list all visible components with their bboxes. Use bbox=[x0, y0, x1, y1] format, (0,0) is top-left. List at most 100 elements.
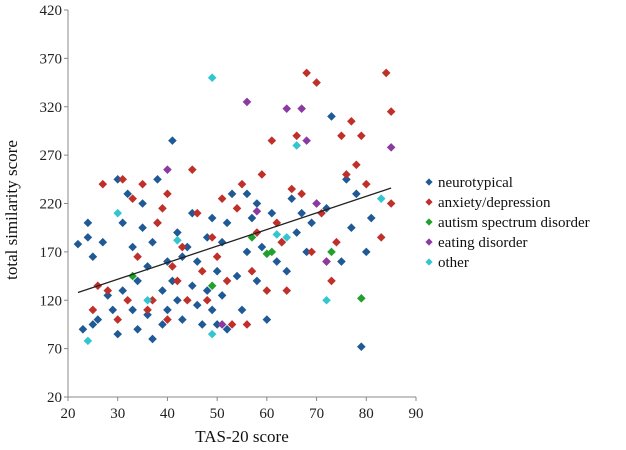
data-point-neurotypical bbox=[222, 218, 232, 228]
data-point-anxiety-depression bbox=[153, 218, 162, 228]
x-ticks: 20 30 40 50 60 70 80 90 bbox=[61, 397, 424, 422]
data-point-anxiety-depression bbox=[187, 165, 197, 174]
data-point-anxiety-depression bbox=[103, 286, 113, 295]
legend-marker bbox=[425, 198, 433, 206]
data-point-eating-disorder bbox=[217, 320, 227, 329]
data-point-anxiety-depression bbox=[212, 252, 222, 262]
data-point-neurotypical bbox=[128, 305, 137, 315]
data-point-anxiety-depression bbox=[357, 131, 366, 141]
data-point-anxiety-depression bbox=[222, 276, 232, 286]
data-point-neurotypical bbox=[83, 233, 93, 242]
data-point-neurotypical bbox=[366, 213, 376, 223]
data-point-anxiety-depression bbox=[202, 295, 212, 305]
data-point-anxiety-depression bbox=[178, 242, 187, 252]
data-point-neurotypical bbox=[342, 175, 351, 184]
data-point-eating-disorder bbox=[297, 104, 306, 113]
data-point-anxiety-depression bbox=[302, 68, 311, 78]
data-point-other bbox=[282, 233, 292, 242]
data-point-anxiety-depression bbox=[143, 305, 152, 315]
data-point-anxiety-depression bbox=[128, 194, 137, 203]
data-point-anxiety-depression bbox=[292, 131, 301, 141]
data-point-neurotypical bbox=[247, 213, 257, 223]
data-point-eating-disorder bbox=[322, 257, 331, 266]
data-point-eating-disorder bbox=[282, 104, 292, 113]
data-point-neurotypical bbox=[297, 208, 306, 218]
data-point-neurotypical bbox=[282, 266, 292, 276]
data-point-eating-disorder bbox=[163, 165, 172, 174]
data-point-neurotypical bbox=[88, 252, 98, 262]
data-point-anxiety-depression bbox=[232, 204, 242, 213]
data-point-anxiety-depression bbox=[247, 266, 257, 276]
data-point-anxiety-depression bbox=[272, 218, 282, 228]
data-point-neurotypical bbox=[133, 324, 142, 334]
data-point-anxiety-depression bbox=[277, 237, 287, 247]
y-tick-label: 370 bbox=[40, 51, 63, 67]
data-point-anxiety-depression bbox=[158, 204, 167, 213]
data-point-anxiety-depression bbox=[342, 170, 351, 179]
y-tick-label: 320 bbox=[40, 100, 63, 116]
data-point-other bbox=[173, 235, 182, 245]
data-point-neurotypical bbox=[192, 300, 202, 310]
legend-marker bbox=[425, 258, 433, 266]
data-point-neurotypical bbox=[178, 315, 187, 324]
data-point-anxiety-depression bbox=[138, 179, 147, 189]
data-point-neurotypical bbox=[113, 175, 123, 184]
data-point-neurotypical bbox=[83, 218, 93, 228]
data-point-autism-spectrum-disorder bbox=[357, 294, 366, 303]
data-points bbox=[73, 68, 396, 351]
data-point-neurotypical bbox=[168, 276, 177, 286]
x-tick-label: 90 bbox=[409, 406, 424, 422]
data-point-anxiety-depression bbox=[168, 262, 177, 271]
data-point-anxiety-depression bbox=[376, 233, 386, 242]
data-point-neurotypical bbox=[158, 286, 167, 295]
legend-label: anxiety/depression bbox=[438, 195, 551, 211]
data-point-neurotypical bbox=[252, 276, 262, 286]
data-point-neurotypical bbox=[357, 342, 366, 351]
x-tick-label: 60 bbox=[259, 406, 274, 422]
y-ticks: 20 70 120 170 220 270 320 370 420 bbox=[40, 3, 68, 406]
data-point-neurotypical bbox=[307, 218, 316, 228]
data-point-other bbox=[292, 141, 301, 150]
data-point-neurotypical bbox=[257, 242, 267, 252]
data-point-neurotypical bbox=[158, 320, 167, 329]
data-point-other bbox=[83, 336, 93, 346]
y-tick-label: 20 bbox=[47, 390, 62, 406]
data-point-anxiety-depression bbox=[197, 266, 207, 276]
data-point-neurotypical bbox=[202, 286, 212, 295]
legend-label: autism spectrum disorder bbox=[438, 215, 590, 231]
data-point-eating-disorder bbox=[386, 143, 396, 152]
data-point-neurotypical bbox=[113, 329, 123, 339]
data-point-neurotypical bbox=[163, 305, 172, 315]
data-point-neurotypical bbox=[292, 228, 301, 237]
data-point-neurotypical bbox=[153, 175, 162, 184]
data-point-neurotypical bbox=[128, 242, 137, 252]
y-tick-label: 220 bbox=[40, 197, 63, 213]
data-point-anxiety-depression bbox=[163, 189, 172, 199]
data-point-neurotypical bbox=[103, 291, 113, 300]
data-point-other bbox=[272, 230, 282, 239]
data-point-neurotypical bbox=[163, 257, 172, 266]
data-point-anxiety-depression bbox=[118, 175, 127, 184]
y-tick-label: 120 bbox=[40, 293, 63, 309]
data-point-other bbox=[376, 194, 386, 203]
legend: neurotypical anxiety/depression autism spe… bbox=[425, 175, 590, 271]
data-point-neurotypical bbox=[227, 189, 237, 199]
data-point-neurotypical bbox=[93, 315, 103, 324]
data-point-anxiety-depression bbox=[337, 131, 346, 141]
data-point-neurotypical bbox=[123, 189, 132, 199]
legend-marker bbox=[425, 178, 433, 186]
data-point-neurotypical bbox=[118, 286, 127, 295]
data-point-other bbox=[322, 295, 331, 305]
data-point-neurotypical bbox=[138, 199, 147, 208]
data-point-anxiety-depression bbox=[332, 237, 341, 247]
data-point-neurotypical bbox=[232, 271, 242, 281]
data-point-neurotypical bbox=[252, 199, 262, 208]
data-point-neurotypical bbox=[118, 218, 127, 228]
data-point-neurotypical bbox=[148, 334, 157, 344]
data-point-anxiety-depression bbox=[307, 247, 316, 257]
data-point-eating-disorder bbox=[242, 97, 252, 107]
x-tick-label: 70 bbox=[309, 406, 324, 422]
data-point-autism-spectrum-disorder bbox=[262, 249, 272, 259]
legend-label: other bbox=[438, 255, 469, 271]
